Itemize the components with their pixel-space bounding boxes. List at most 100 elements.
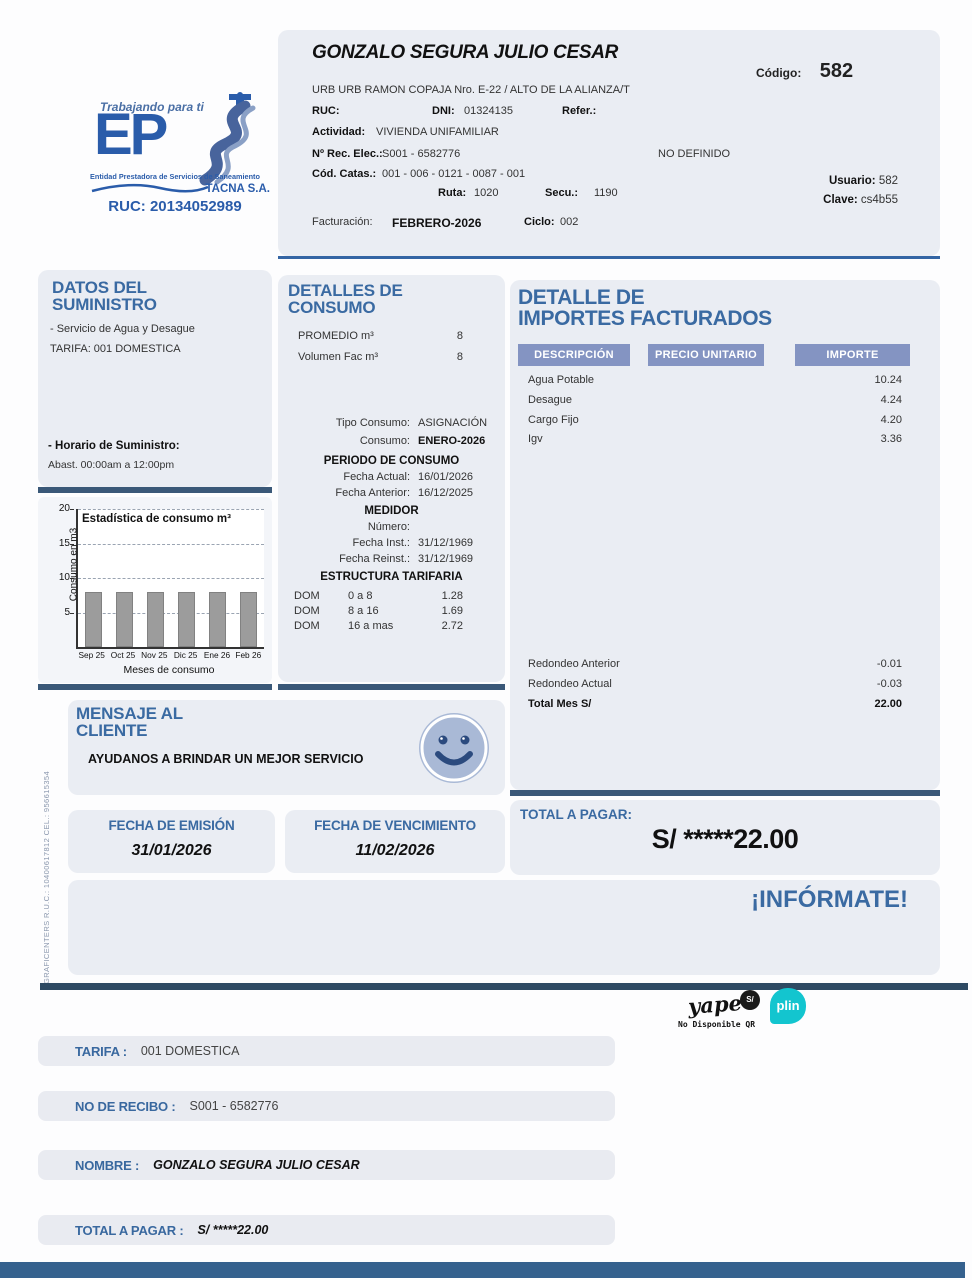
supply-tarifa: TARIFA: 001 DOMESTICA — [50, 343, 181, 355]
codigo-value: 582 — [819, 60, 854, 82]
customer-message-panel: MENSAJE AL CLIENTE AYUDANOS A BRINDAR UN… — [68, 700, 505, 795]
column-header-descripcion: DESCRIPCIÓN — [518, 344, 630, 366]
summary-row-nombre: NOMBRE : GONZALO SEGURA JULIO CESAR — [38, 1150, 615, 1180]
total-to-pay-label: TOTAL A PAGAR: — [520, 807, 632, 822]
facturacion-line: Facturación: FEBRERO-2026 Ciclo: 002 — [312, 216, 579, 230]
fecha-reinst-row: Fecha Reinst.: 31/12/1969 — [339, 553, 474, 565]
print-shop-credit: GRAFICENTERS R.U.C.: 10400617812 CEL.: 9… — [42, 770, 51, 984]
customer-header-panel: GONZALO SEGURA JULIO CESAR Código: 582 U… — [278, 30, 940, 256]
message-title: MENSAJE AL CLIENTE — [76, 704, 183, 740]
table-row: Agua Potable 10.24 — [528, 374, 902, 386]
chart-y-tick-mark — [70, 612, 74, 614]
summary-row-recibo: NO DE RECIBO : S001 - 6582776 — [38, 1091, 615, 1121]
chart-y-tick-label: 10 — [58, 572, 70, 583]
chart-y-tick-label: 5 — [64, 606, 70, 618]
due-date-panel: FECHA DE VENCIMIENTO 11/02/2026 — [285, 810, 505, 873]
consumption-bar — [178, 591, 195, 647]
consumption-title: DETALLES DE CONSUMO — [288, 281, 403, 317]
estructura-title: ESTRUCTURA TARIFARIA — [320, 571, 463, 583]
emission-date-panel: FECHA DE EMISIÓN 31/01/2026 — [68, 810, 275, 873]
fecha-actual-row: Fecha Actual: 16/01/2026 — [343, 471, 474, 483]
company-ruc: RUC: 20134052989 — [108, 198, 242, 215]
header-divider — [278, 256, 940, 259]
chart-y-tick-mark — [70, 543, 74, 545]
recibo-electronico-line: Nº Rec. Elec.: S001 - 6582776 NO DEFINID… — [312, 148, 731, 160]
chart-x-tick-label: Dic 25 — [173, 650, 198, 660]
ruta-secuencia-line: Ruta: 1020 Secu.: 1190 — [438, 187, 618, 199]
codigo-block: Código: 582 — [756, 60, 853, 83]
logo-tagline: Trabajando para ti — [100, 100, 204, 114]
payment-methods: yape S/ plin No Disponible QR — [678, 988, 828, 1038]
periodo-title: PERIODO DE CONSUMO — [323, 455, 460, 467]
informate-panel: ¡INFÓRMATE! — [68, 880, 940, 975]
chart-x-tick-label: Sep 25 — [78, 650, 105, 660]
logo-company-name: TACNA S.A. — [205, 183, 270, 195]
redondeo-actual-row: Redondeo Actual -0.03 — [528, 678, 902, 690]
due-date-value: 11/02/2026 — [355, 842, 435, 859]
due-date-title: FECHA DE VENCIMIENTO — [314, 818, 476, 833]
total-mes-row: Total Mes S/ 22.00 — [528, 698, 902, 710]
chart-plot-area — [76, 509, 264, 649]
chart-y-tick-mark — [70, 578, 74, 579]
chart-y-tick-label: 20 — [58, 503, 70, 514]
tarifa-structure-row: DOM 8 a 16 1.69 — [294, 605, 463, 617]
chart-y-tick-label: 15 — [58, 537, 70, 549]
supply-schedule: Abast. 00:00am a 12:00pm — [48, 459, 175, 471]
river-faucet-icon — [183, 92, 267, 193]
eps-logo-text: EP — [94, 102, 168, 167]
section-separator-bar — [40, 983, 968, 990]
table-row: Cargo Fijo 4.20 — [528, 414, 902, 426]
total-to-pay-panel: TOTAL A PAGAR: S/ *****22.00 — [510, 800, 940, 875]
divider-bar — [278, 684, 505, 690]
supply-title: DATOS DEL SUMINISTRO — [52, 278, 157, 314]
chart-x-axis-label: Meses de consumo — [123, 664, 215, 676]
codigo-label: Código: — [756, 66, 802, 80]
yape-currency-badge: S/ — [740, 990, 760, 1010]
chart-y-axis-ticks: 5 10 15 20 — [50, 497, 74, 657]
emission-date-value: 31/01/2026 — [131, 842, 212, 859]
plin-logo: plin — [770, 988, 806, 1024]
supply-data-panel: DATOS DEL SUMINISTRO - Servicio de Agua … — [38, 270, 272, 487]
chart-x-tick-label: Ene 26 — [203, 650, 231, 660]
informate-text: ¡INFÓRMATE! — [751, 886, 908, 913]
consumption-bar — [85, 591, 102, 647]
qr-unavailable-note: No Disponible QR — [678, 1020, 756, 1029]
column-header-importe: IMPORTE — [795, 344, 910, 366]
consumption-bar — [240, 591, 257, 647]
page-footer-bar — [0, 1262, 965, 1278]
usuario-value: 582 — [878, 175, 898, 187]
clave-value: cs4b55 — [860, 194, 898, 206]
medidor-title: MEDIDOR — [364, 505, 419, 517]
tipo-consumo-row: Tipo Consumo: ASIGNACIÓN — [335, 417, 488, 429]
consumption-details-panel: DETALLES DE CONSUMO PROMEDIO m³ 8 Volume… — [278, 275, 505, 682]
smiley-face-icon — [417, 711, 491, 790]
numero-row: Número: — [367, 521, 410, 533]
consumption-bar — [147, 591, 164, 647]
consumption-bar — [116, 591, 133, 647]
consumption-bar — [209, 591, 226, 647]
divider-bar — [510, 790, 940, 796]
message-text: AYUDANOS A BRINDAR UN MEJOR SERVICIO — [88, 752, 364, 766]
charges-panel: DETALLE DE IMPORTES FACTURADOS DESCRIPCI… — [510, 280, 940, 790]
charges-title: DETALLE DE IMPORTES FACTURADOS — [518, 286, 772, 330]
column-header-precio-unitario: PRECIO UNITARIO — [648, 344, 764, 366]
divider-bar — [38, 487, 272, 493]
supply-schedule-label: - Horario de Suministro: — [48, 440, 180, 452]
summary-row-total: TOTAL A PAGAR : S/ *****22.00 — [38, 1215, 615, 1245]
chart-title: Estadística de consumo m³ — [82, 513, 231, 525]
chart-x-tick-label: Feb 26 — [235, 650, 262, 660]
chart-gridline — [78, 509, 264, 510]
chart-x-tick-label: Nov 25 — [141, 650, 168, 660]
usuario-clave-block: Usuario: 582 Clave: cs4b55 — [823, 175, 898, 206]
summary-row-tarifa: TARIFA : 001 DOMESTICA — [38, 1036, 615, 1066]
volumen-row: Volumen Fac m³ 8 — [298, 351, 463, 363]
codigo-catastral-line: Cód. Catas.: 001 - 006 - 0121 - 0087 - 0… — [312, 168, 526, 180]
consumption-chart: 5 10 15 20 Estadística de consumo m³ Consum… — [38, 497, 272, 683]
promedio-row: PROMEDIO m³ 8 — [298, 330, 463, 342]
consumo-row: Consumo: ENERO-2026 — [359, 435, 486, 447]
chart-x-tick-label: Oct 25 — [110, 650, 136, 660]
total-to-pay-amount: S/ *****22.00 — [651, 824, 799, 854]
actividad-line: Actividad: VIVIENDA UNIFAMILIAR — [312, 126, 499, 138]
ruc-dni-line: RUC: DNI: 01324135 Refer.: — [312, 105, 597, 117]
